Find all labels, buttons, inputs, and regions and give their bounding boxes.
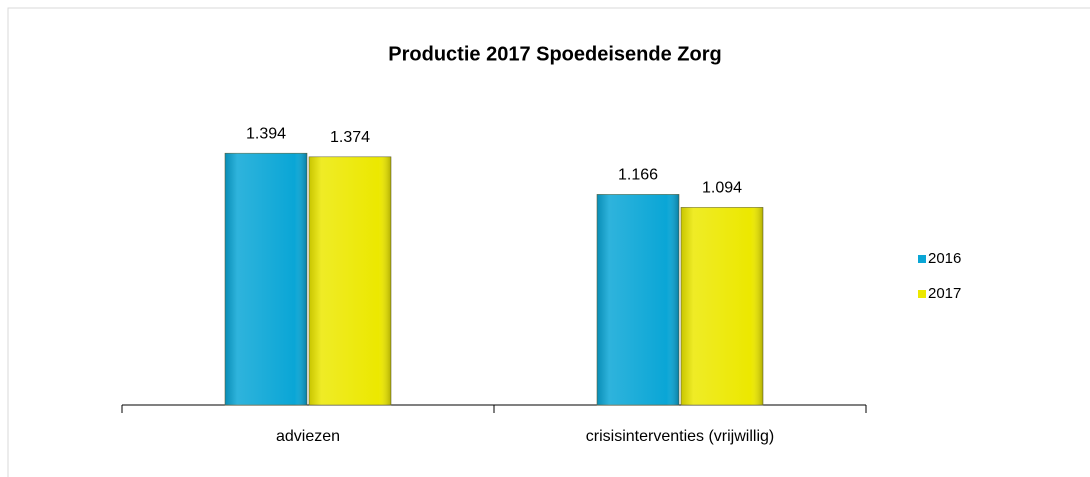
x-tick-label: adviezen bbox=[276, 428, 340, 445]
bar-shade bbox=[597, 194, 679, 405]
legend-swatch bbox=[918, 255, 926, 263]
bar-shade bbox=[309, 156, 391, 405]
legend-label: 2017 bbox=[928, 285, 961, 302]
legend-label: 2016 bbox=[928, 250, 961, 267]
bar-shade bbox=[225, 153, 307, 405]
chart-title: Productie 2017 Spoedeisende Zorg bbox=[388, 43, 721, 65]
chart-border bbox=[7, 7, 1090, 477]
value-label: 1.374 bbox=[330, 129, 370, 146]
value-label: 1.094 bbox=[702, 180, 742, 197]
legend-swatch bbox=[918, 290, 926, 298]
value-label: 1.394 bbox=[246, 125, 286, 142]
bar-shade bbox=[681, 207, 763, 405]
value-label: 1.166 bbox=[618, 167, 658, 184]
x-tick-label: crisisinterventies (vrijwillig) bbox=[586, 428, 774, 445]
